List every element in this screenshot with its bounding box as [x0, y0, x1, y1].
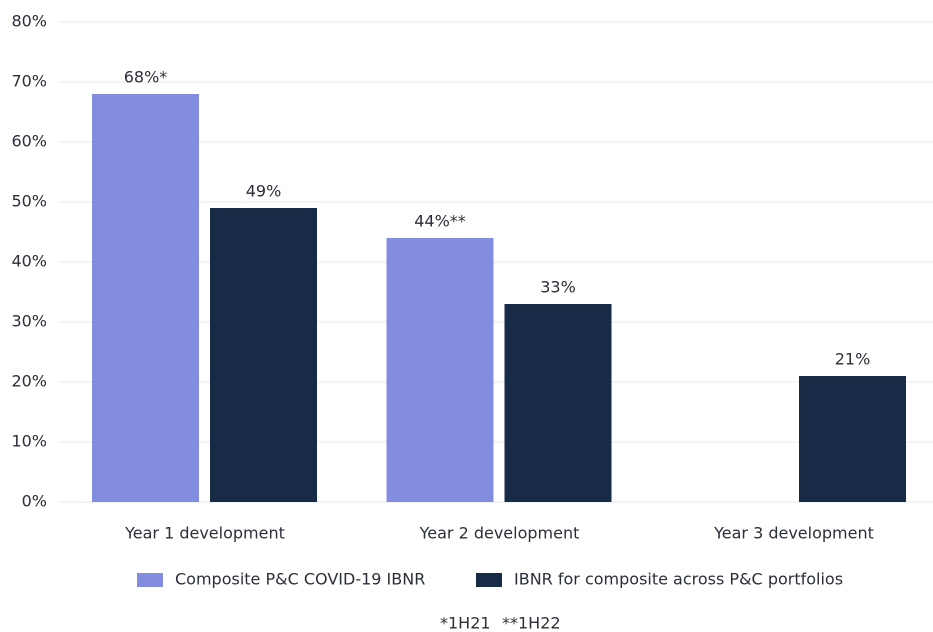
bar: [504, 304, 612, 502]
data-label: 33%: [540, 278, 576, 297]
legend-label: IBNR for composite across P&C portfolios: [514, 570, 843, 589]
y-tick-label: 10%: [11, 432, 47, 451]
y-tick-label: 60%: [11, 132, 47, 151]
data-label: 49%: [246, 182, 282, 201]
y-tick-label: 30%: [11, 312, 47, 331]
x-tick-label: Year 3 development: [713, 524, 874, 543]
legend-label: Composite P&C COVID-19 IBNR: [175, 570, 425, 589]
data-label: 68%*: [124, 68, 168, 87]
data-label: 44%**: [414, 212, 466, 231]
footnote: **1H22: [502, 614, 561, 632]
legend-swatch: [137, 573, 163, 587]
x-tick-label: Year 1 development: [124, 524, 285, 543]
y-tick-label: 70%: [11, 72, 47, 91]
y-tick-label: 20%: [11, 372, 47, 391]
y-tick-label: 50%: [11, 192, 47, 211]
y-tick-label: 80%: [11, 12, 47, 31]
legend-swatch: [476, 573, 502, 587]
footnote: *1H21: [440, 614, 491, 632]
bar: [210, 208, 317, 502]
x-tick-label: Year 2 development: [419, 524, 580, 543]
bar: [92, 94, 199, 502]
y-tick-label: 0%: [22, 492, 47, 511]
y-tick-label: 40%: [11, 252, 47, 271]
data-label: 21%: [835, 350, 871, 369]
bar: [386, 238, 494, 502]
bar: [799, 376, 906, 502]
